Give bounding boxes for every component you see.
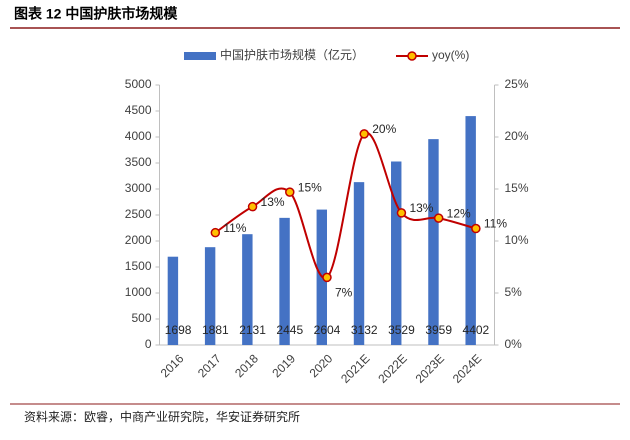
line-marker (285, 187, 295, 197)
x-tick-label: 2024E (450, 351, 484, 385)
x-tick-label: 2020 (307, 351, 336, 380)
y2-tick-label: 5% (505, 285, 523, 299)
y-tick-label: 1000 (125, 285, 152, 299)
y2-tick-label: 20% (505, 129, 529, 143)
bar-value-label: 2604 (314, 323, 341, 337)
bar-value-label: 4402 (463, 323, 490, 337)
bar-value-label: 2131 (239, 323, 266, 337)
line-value-label: 20% (372, 122, 396, 136)
x-tick-label: 2016 (158, 351, 187, 380)
line (214, 131, 477, 279)
bar (242, 234, 253, 345)
line-marker (247, 201, 258, 212)
source: 资料来源：欧睿，中商产业研究院，华安证券研究所 (24, 409, 300, 424)
line-value-label: 13% (261, 195, 285, 209)
y-tick-label: 3000 (125, 181, 152, 195)
x-tick-label: 2023E (413, 351, 447, 385)
bar-value-label: 1698 (165, 323, 192, 337)
line-value-label: 11% (484, 217, 507, 231)
bar (391, 161, 402, 345)
line-marker (471, 223, 481, 234)
y-tick-label: 500 (131, 311, 151, 325)
y2-tick-label: 15% (505, 181, 529, 195)
line-marker (359, 129, 369, 139)
line-marker (433, 213, 444, 223)
y2-tick-label: 0% (505, 337, 523, 351)
line-marker (210, 227, 221, 238)
legend-label: yoy(%) (432, 48, 469, 62)
line-value-label: 12% (447, 206, 471, 220)
x-tick-label: 2019 (269, 351, 298, 380)
bar (465, 116, 476, 345)
y-tick-label: 5000 (125, 77, 152, 91)
bar-value-label: 3959 (425, 323, 452, 337)
bar (167, 256, 179, 345)
y-tick-label: 2000 (125, 233, 152, 247)
bar (428, 139, 439, 345)
x-tick-label: 2021E (338, 351, 372, 385)
y2-tick-label: 10% (505, 233, 529, 247)
y-tick-label: 3500 (125, 155, 152, 169)
legend-label: 中国护肤市场规模（亿元） (220, 47, 364, 62)
bar-value-label: 2445 (276, 323, 303, 337)
bar-value-label: 3529 (388, 323, 415, 337)
x-tick-label: 2022E (375, 351, 409, 385)
chart-title: 图表 12 中国护肤市场规模 (14, 6, 178, 22)
line-value-label: 11% (223, 221, 246, 235)
y-tick-label: 2500 (125, 207, 152, 221)
line-value-label: 15% (298, 180, 322, 194)
y-tick-label: 4500 (125, 103, 152, 117)
legend-marker (407, 51, 417, 61)
bar (204, 247, 216, 345)
y-tick-label: 1500 (125, 259, 152, 273)
line-value-label: 13% (409, 201, 433, 215)
line-marker (322, 272, 332, 283)
bar (279, 217, 290, 345)
bar (353, 182, 365, 345)
legend-swatch (184, 52, 216, 60)
x-tick-label: 2017 (195, 351, 224, 380)
bar-value-label: 3132 (351, 323, 378, 337)
line-value-label: 7% (335, 286, 353, 300)
y-tick-label: 0 (145, 337, 152, 351)
bar-value-label: 1881 (202, 323, 229, 337)
y2-tick-label: 25% (505, 77, 529, 91)
line-marker (396, 208, 407, 218)
x-tick-label: 2018 (232, 351, 261, 380)
y-tick-label: 4000 (125, 129, 152, 143)
